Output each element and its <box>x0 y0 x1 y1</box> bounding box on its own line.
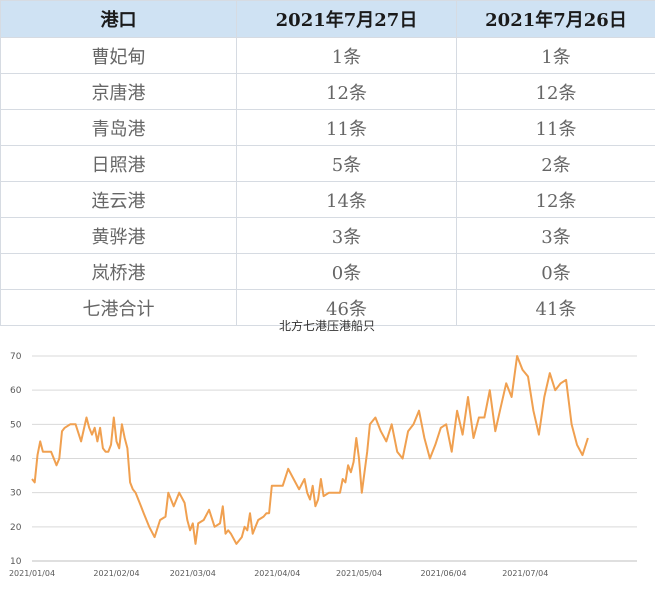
count-0727: 5条 <box>237 146 457 182</box>
count-0726: 1条 <box>457 38 655 74</box>
header-date-0727: 2021年7月27日 <box>237 1 457 38</box>
port-name: 岚桥港 <box>1 254 237 290</box>
count-0726: 12条 <box>457 182 655 218</box>
y-tick-label: 70 <box>10 352 22 362</box>
x-tick-label: 2021/06/04 <box>420 569 466 578</box>
table-header-row: 港口 2021年7月27日 2021年7月26日 <box>1 1 655 38</box>
table-row: 岚桥港 0条 0条 <box>1 254 655 290</box>
count-0727: 14条 <box>237 182 457 218</box>
y-axis-ticks: 10 20 30 40 50 60 70 <box>10 352 22 567</box>
count-0727: 1条 <box>237 38 457 74</box>
chart-title: 北方七港压港船只 <box>279 318 375 333</box>
count-0726: 3条 <box>457 218 655 254</box>
series-line <box>32 356 588 544</box>
port-name: 京唐港 <box>1 74 237 110</box>
count-0727: 11条 <box>237 110 457 146</box>
port-name: 日照港 <box>1 146 237 182</box>
count-0727: 12条 <box>237 74 457 110</box>
port-name: 青岛港 <box>1 110 237 146</box>
table-row: 黄骅港 3条 3条 <box>1 218 655 254</box>
header-date-0726: 2021年7月26日 <box>457 1 655 38</box>
table-row: 青岛港 11条 11条 <box>1 110 655 146</box>
port-ship-table: 港口 2021年7月27日 2021年7月26日 曹妃甸 1条 1条 京唐港 1… <box>0 0 655 326</box>
x-tick-label: 2021/02/04 <box>93 569 139 578</box>
y-tick-label: 40 <box>10 455 22 465</box>
x-tick-label: 2021/05/04 <box>336 569 382 578</box>
table-row: 连云港 14条 12条 <box>1 182 655 218</box>
count-0726: 2条 <box>457 146 655 182</box>
table-row: 曹妃甸 1条 1条 <box>1 38 655 74</box>
port-name: 曹妃甸 <box>1 38 237 74</box>
y-tick-label: 30 <box>10 489 22 499</box>
y-tick-label: 50 <box>10 420 22 430</box>
y-tick-label: 20 <box>10 523 22 533</box>
table-row: 京唐港 12条 12条 <box>1 74 655 110</box>
count-0726: 12条 <box>457 74 655 110</box>
y-tick-label: 60 <box>10 386 22 396</box>
count-0726: 11条 <box>457 110 655 146</box>
y-tick-label: 10 <box>10 557 22 567</box>
x-tick-label: 2021/07/04 <box>502 569 548 578</box>
port-name: 连云港 <box>1 182 237 218</box>
count-0727: 3条 <box>237 218 457 254</box>
header-port: 港口 <box>1 1 237 38</box>
x-tick-label: 2021/03/04 <box>170 569 216 578</box>
count-0726: 0条 <box>457 254 655 290</box>
port-table-container: 港口 2021年7月27日 2021年7月26日 曹妃甸 1条 1条 京唐港 1… <box>0 0 655 326</box>
x-tick-label: 2021/01/04 <box>9 569 55 578</box>
x-axis-ticks: 2021/01/04 2021/02/04 2021/03/04 2021/04/04… <box>9 569 548 578</box>
count-0727: 0条 <box>237 254 457 290</box>
x-tick-label: 2021/04/04 <box>254 569 300 578</box>
port-name: 黄骅港 <box>1 218 237 254</box>
table-row: 日照港 5条 2条 <box>1 146 655 182</box>
